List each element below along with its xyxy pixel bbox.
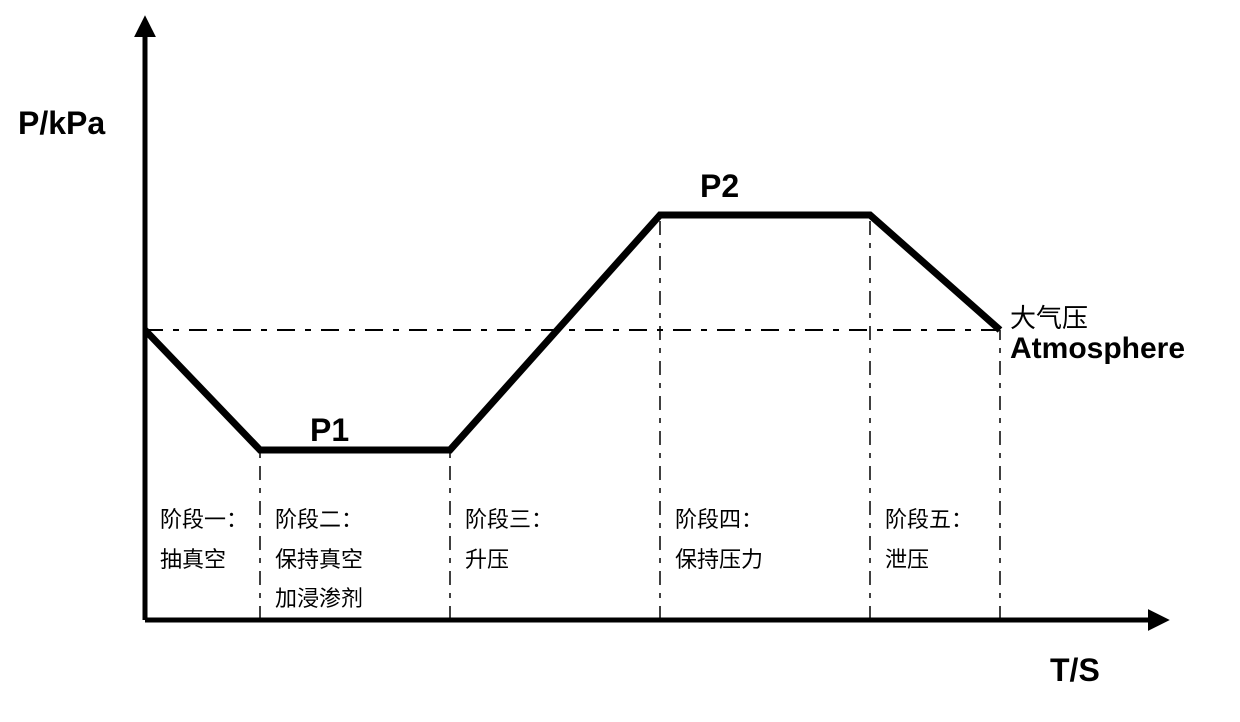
y-axis-label: P/kPa	[18, 105, 105, 142]
phase-label-1: 阶段一： 抽真空	[160, 500, 248, 579]
diagram-container: P/kPa T/S P1 P2 大气压 Atmosphere 阶段一： 抽真空阶…	[0, 0, 1240, 722]
p1-label: P1	[310, 412, 349, 449]
atmosphere-label-cn: 大气压	[1010, 298, 1088, 335]
phase-label-2: 阶段二： 保持真空 加浸渗剂	[275, 500, 363, 619]
p2-label: P2	[700, 168, 739, 205]
phase-label-5: 阶段五： 泄压	[885, 500, 973, 579]
x-axis-label: T/S	[1050, 652, 1100, 689]
phase-label-3: 阶段三： 升压	[465, 500, 553, 579]
atmosphere-label-en: Atmosphere	[1010, 332, 1185, 366]
phase-label-4: 阶段四： 保持压力	[675, 500, 763, 579]
